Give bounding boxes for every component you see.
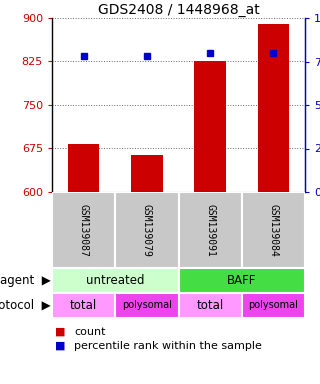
Bar bbox=[258, 24, 289, 192]
Text: GSM139091: GSM139091 bbox=[205, 204, 215, 257]
Text: GSM139079: GSM139079 bbox=[142, 204, 152, 257]
Bar bbox=[242, 192, 305, 268]
Bar bbox=[131, 156, 163, 192]
Bar bbox=[115, 293, 179, 318]
Bar bbox=[194, 61, 226, 192]
Text: agent  ▶: agent ▶ bbox=[0, 274, 51, 287]
Text: GSM139084: GSM139084 bbox=[268, 204, 278, 257]
Text: ■: ■ bbox=[55, 327, 66, 337]
Text: protocol  ▶: protocol ▶ bbox=[0, 299, 51, 312]
Text: ■: ■ bbox=[55, 341, 66, 351]
Text: percentile rank within the sample: percentile rank within the sample bbox=[75, 341, 262, 351]
Bar bbox=[68, 144, 100, 192]
Text: polysomal: polysomal bbox=[248, 301, 298, 311]
Bar bbox=[52, 293, 115, 318]
Bar bbox=[115, 192, 179, 268]
Title: GDS2408 / 1448968_at: GDS2408 / 1448968_at bbox=[98, 3, 260, 17]
Text: total: total bbox=[70, 299, 97, 312]
Text: count: count bbox=[75, 327, 106, 337]
Bar bbox=[179, 268, 305, 293]
Text: BAFF: BAFF bbox=[227, 274, 256, 287]
Text: GSM139087: GSM139087 bbox=[79, 204, 89, 257]
Bar bbox=[242, 293, 305, 318]
Bar bbox=[52, 192, 115, 268]
Text: untreated: untreated bbox=[86, 274, 145, 287]
Text: total: total bbox=[196, 299, 224, 312]
Bar bbox=[179, 192, 242, 268]
Bar bbox=[179, 293, 242, 318]
Text: polysomal: polysomal bbox=[122, 301, 172, 311]
Bar bbox=[52, 268, 179, 293]
